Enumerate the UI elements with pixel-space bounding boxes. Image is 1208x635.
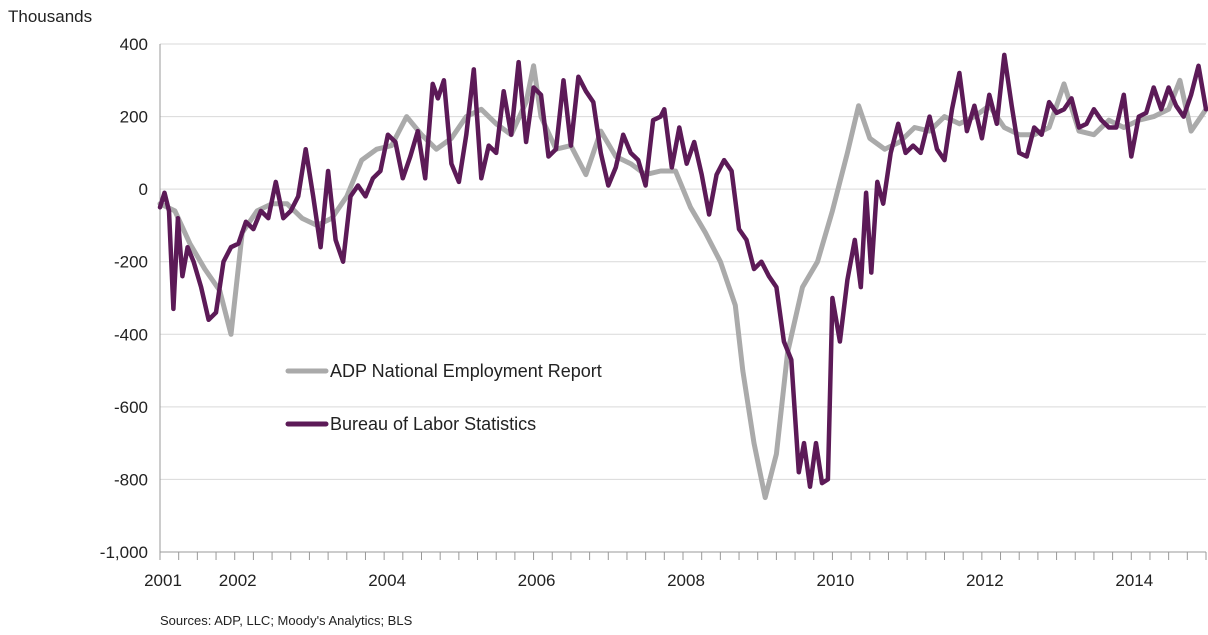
x-tick-label: 2010 <box>817 571 855 590</box>
y-tick-label: -200 <box>114 253 148 272</box>
x-tick-label: 2012 <box>966 571 1004 590</box>
x-tick-label: 2014 <box>1115 571 1153 590</box>
y-tick-label: -400 <box>114 325 148 344</box>
x-tick-label: 2004 <box>368 571 406 590</box>
y-unit-label: Thousands <box>8 7 92 26</box>
legend-label-bls: Bureau of Labor Statistics <box>330 414 536 434</box>
legend-label-adp: ADP National Employment Report <box>330 361 602 381</box>
x-tick-label: 2008 <box>667 571 705 590</box>
y-tick-label: -600 <box>114 398 148 417</box>
series-line-bls <box>157 52 1208 489</box>
series-lines <box>157 52 1208 501</box>
series-line-adp <box>157 63 1208 501</box>
y-tick-label: -800 <box>114 470 148 489</box>
y-tick-label: 0 <box>139 180 148 199</box>
legend: ADP National Employment Report Bureau of… <box>285 361 602 434</box>
x-tick-label: 2006 <box>518 571 556 590</box>
x-tick-label: 2002 <box>219 571 257 590</box>
y-tick-label: 200 <box>120 108 148 127</box>
y-tick-label: 400 <box>120 35 148 54</box>
x-tick-labels: 2001 2002 2004 2006 2008 2010 2012 2014 <box>144 571 1153 590</box>
y-tick-label: -1,000 <box>100 543 148 562</box>
x-tick-marks <box>159 552 1207 560</box>
x-tick-label: 2001 <box>144 571 182 590</box>
y-tick-labels: 400 200 0 -200 -400 -600 -800 -1,000 <box>100 35 148 562</box>
source-note: Sources: ADP, LLC; Moody's Analytics; BL… <box>160 613 413 628</box>
